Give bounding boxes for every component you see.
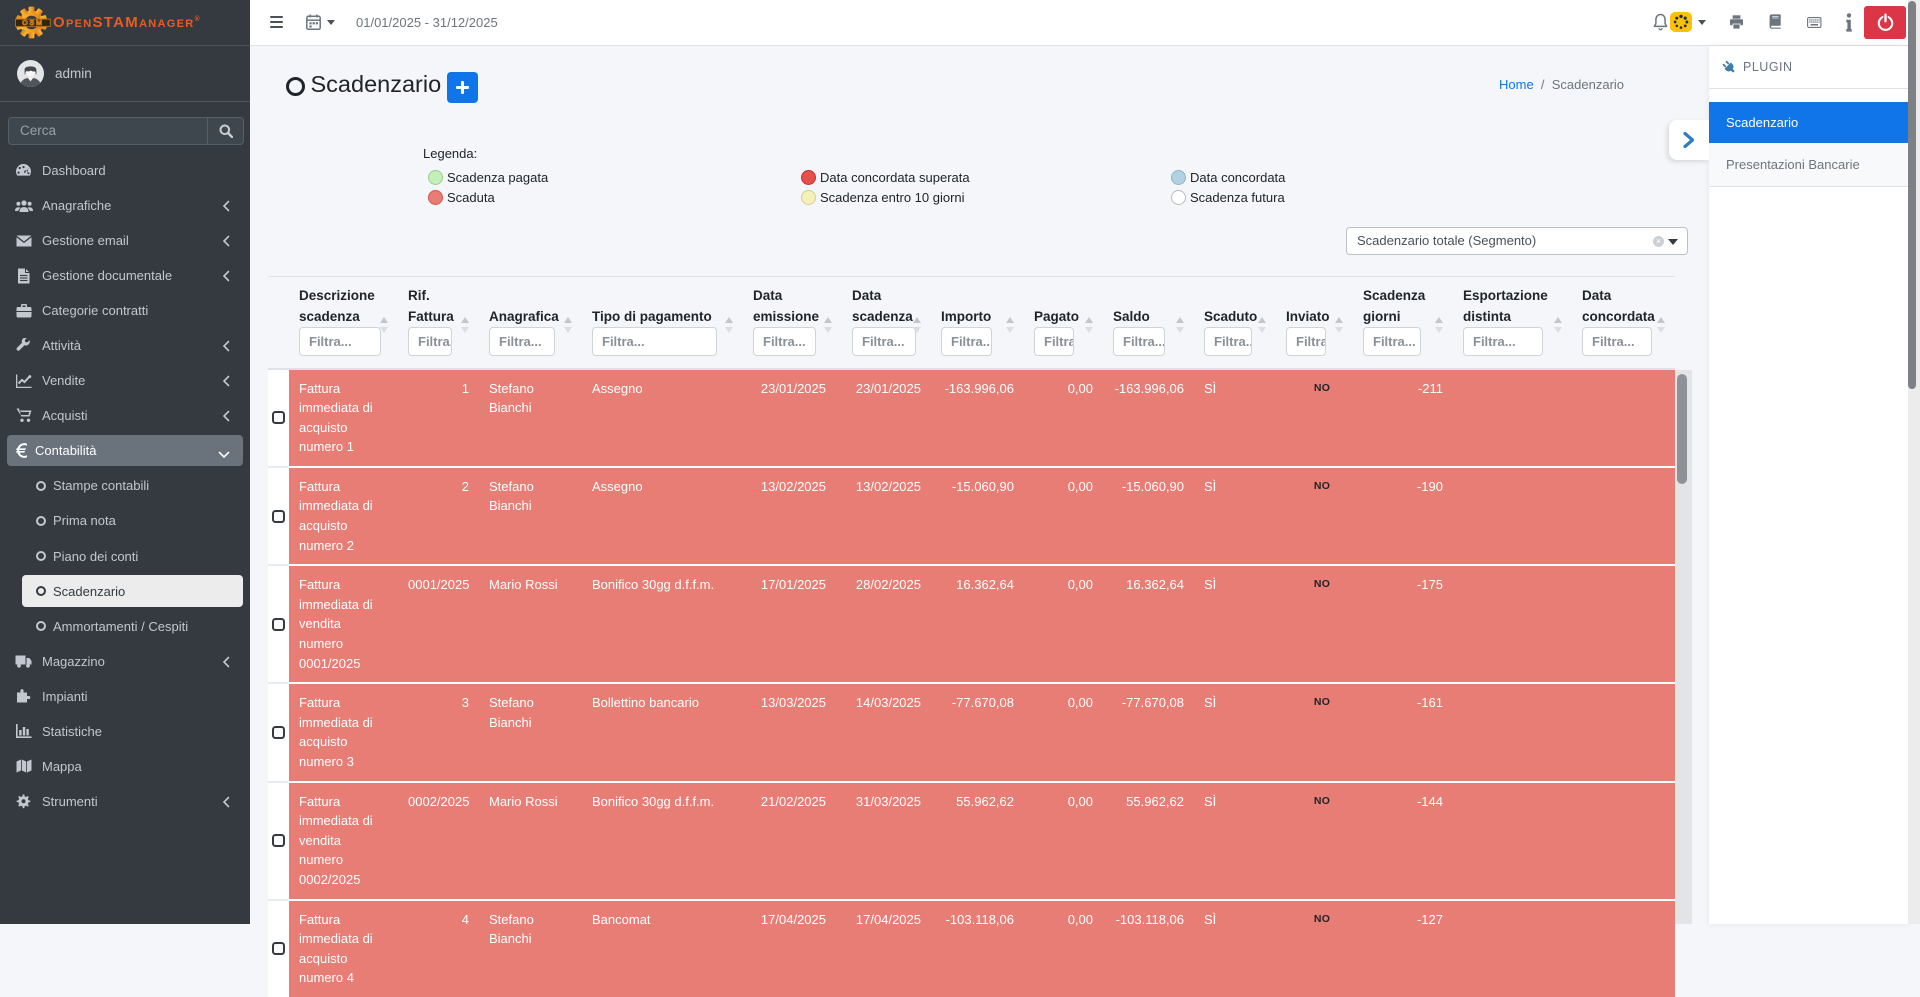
svg-text:OSM: OSM	[22, 18, 44, 27]
